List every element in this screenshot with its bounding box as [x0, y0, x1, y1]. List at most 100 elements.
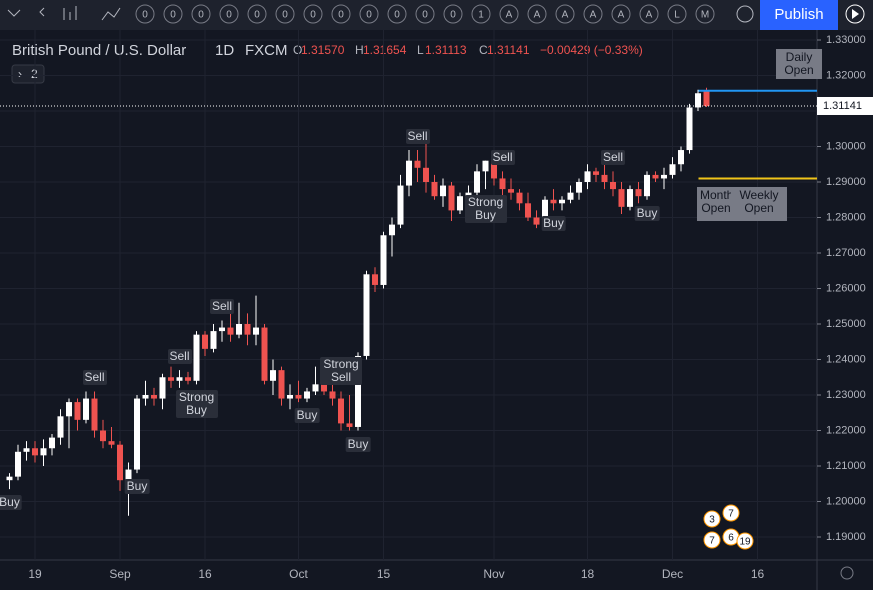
- candle-body: [414, 160, 421, 168]
- indicator-badge-label: L: [674, 10, 680, 21]
- candle-body: [474, 171, 480, 193]
- quote-key: C: [479, 43, 488, 57]
- candle-body: [610, 182, 616, 190]
- indicator-badge-label: 0: [338, 10, 344, 21]
- publish-button[interactable]: Publish: [760, 0, 838, 30]
- indicator-badge[interactable]: [219, 4, 239, 24]
- indicator-badge[interactable]: [191, 4, 211, 24]
- event-flag[interactable]: [703, 510, 721, 528]
- indicator-badge[interactable]: [667, 4, 687, 24]
- alert-icon[interactable]: [736, 5, 754, 23]
- indicator-badge[interactable]: [275, 4, 295, 24]
- indicator-badge[interactable]: [639, 4, 659, 24]
- y-tick-label: 1.33000: [826, 34, 866, 46]
- signal-label: Buy: [345, 436, 371, 452]
- candle-body: [134, 398, 140, 470]
- candle-body: [669, 164, 676, 175]
- interval: 1D: [215, 42, 234, 59]
- indicator-badge[interactable]: [415, 4, 435, 24]
- candle-body: [550, 199, 557, 204]
- indicator-badge[interactable]: [135, 4, 155, 24]
- candle-body: [448, 185, 455, 211]
- candle-body: [542, 199, 548, 225]
- indicator-badge[interactable]: [555, 4, 575, 24]
- level-label: Monthly Open: [697, 187, 735, 222]
- signal-label: Buy: [294, 408, 320, 424]
- studies-toggle[interactable]: [11, 64, 45, 84]
- quote-key: H: [355, 43, 364, 57]
- y-tick-label: 1.22000: [826, 424, 866, 436]
- indicator-badge[interactable]: [359, 4, 379, 24]
- indicator-badge[interactable]: [611, 4, 631, 24]
- indicator-badge[interactable]: [387, 4, 407, 24]
- indicator-badge[interactable]: [331, 4, 351, 24]
- replay-icon[interactable]: [845, 4, 865, 24]
- indicator-badge[interactable]: [303, 4, 323, 24]
- x-tick-label: Nov: [483, 567, 504, 581]
- x-tick-label: 18: [581, 567, 595, 581]
- quote-value: 1.31654: [363, 43, 407, 57]
- candle-body: [678, 150, 684, 165]
- candle-body: [287, 395, 293, 399]
- quote-key: O: [293, 43, 302, 57]
- indicator-badge[interactable]: [443, 4, 463, 24]
- candle-body: [91, 398, 98, 431]
- indicator-badge-label: A: [618, 10, 625, 21]
- indicator-badge-label: 0: [226, 10, 232, 21]
- candle-body: [457, 196, 463, 211]
- event-flag[interactable]: [722, 504, 740, 522]
- event-count: 7: [709, 536, 715, 547]
- candle-body: [304, 391, 310, 399]
- candle-body: [533, 217, 540, 225]
- indicator-badge[interactable]: [499, 4, 519, 24]
- event-count: 3: [709, 515, 715, 526]
- candle-body: [576, 182, 582, 193]
- candle-body: [703, 90, 710, 106]
- y-tick-label: 1.29000: [826, 176, 866, 188]
- indicator-badge[interactable]: [527, 4, 547, 24]
- event-count: 19: [739, 537, 751, 548]
- toolbar-icon[interactable]: [7, 7, 45, 17]
- indicator-badge[interactable]: [471, 4, 491, 24]
- settings-icon[interactable]: [840, 566, 854, 580]
- candle-body: [57, 416, 64, 438]
- event-flag[interactable]: [736, 532, 754, 550]
- toolbar-icon[interactable]: [63, 6, 121, 21]
- candle-body: [278, 370, 285, 399]
- y-tick-label: 1.26000: [826, 282, 866, 294]
- x-tick-label: Oct: [289, 567, 308, 581]
- indicator-badge-label: 0: [366, 10, 372, 21]
- candle-body: [355, 355, 361, 427]
- candle-body: [40, 448, 47, 456]
- y-tick-label: 1.28000: [826, 211, 866, 223]
- quote-key: L: [417, 43, 424, 57]
- x-tick-label: 16: [751, 567, 765, 581]
- candle-body: [567, 192, 574, 200]
- candle-body: [372, 274, 378, 285]
- candle-body: [32, 448, 38, 456]
- candle-body: [406, 160, 412, 186]
- candle-body: [159, 377, 166, 399]
- indicator-badge-label: 1: [478, 10, 484, 21]
- candle-body: [686, 107, 693, 151]
- indicator-badge[interactable]: [695, 4, 715, 24]
- candle-body: [210, 331, 217, 349]
- x-tick-label: 16: [198, 567, 212, 581]
- replay-icon[interactable]: [852, 9, 859, 19]
- candle-body: [491, 160, 497, 179]
- indicator-badge-label: 0: [254, 10, 260, 21]
- signal-label: Sell: [167, 349, 192, 365]
- candle-body: [312, 384, 319, 392]
- x-tick-label: Sep: [109, 567, 131, 581]
- event-flag[interactable]: [703, 531, 721, 549]
- candle-body: [151, 395, 157, 399]
- indicator-badge[interactable]: [163, 4, 183, 24]
- candle-body: [236, 324, 242, 335]
- indicator-badge[interactable]: [247, 4, 267, 24]
- candle-body: [117, 444, 123, 481]
- plot-bg: [0, 30, 817, 560]
- indicator-badge-label: A: [506, 10, 513, 21]
- indicator-badge[interactable]: [583, 4, 603, 24]
